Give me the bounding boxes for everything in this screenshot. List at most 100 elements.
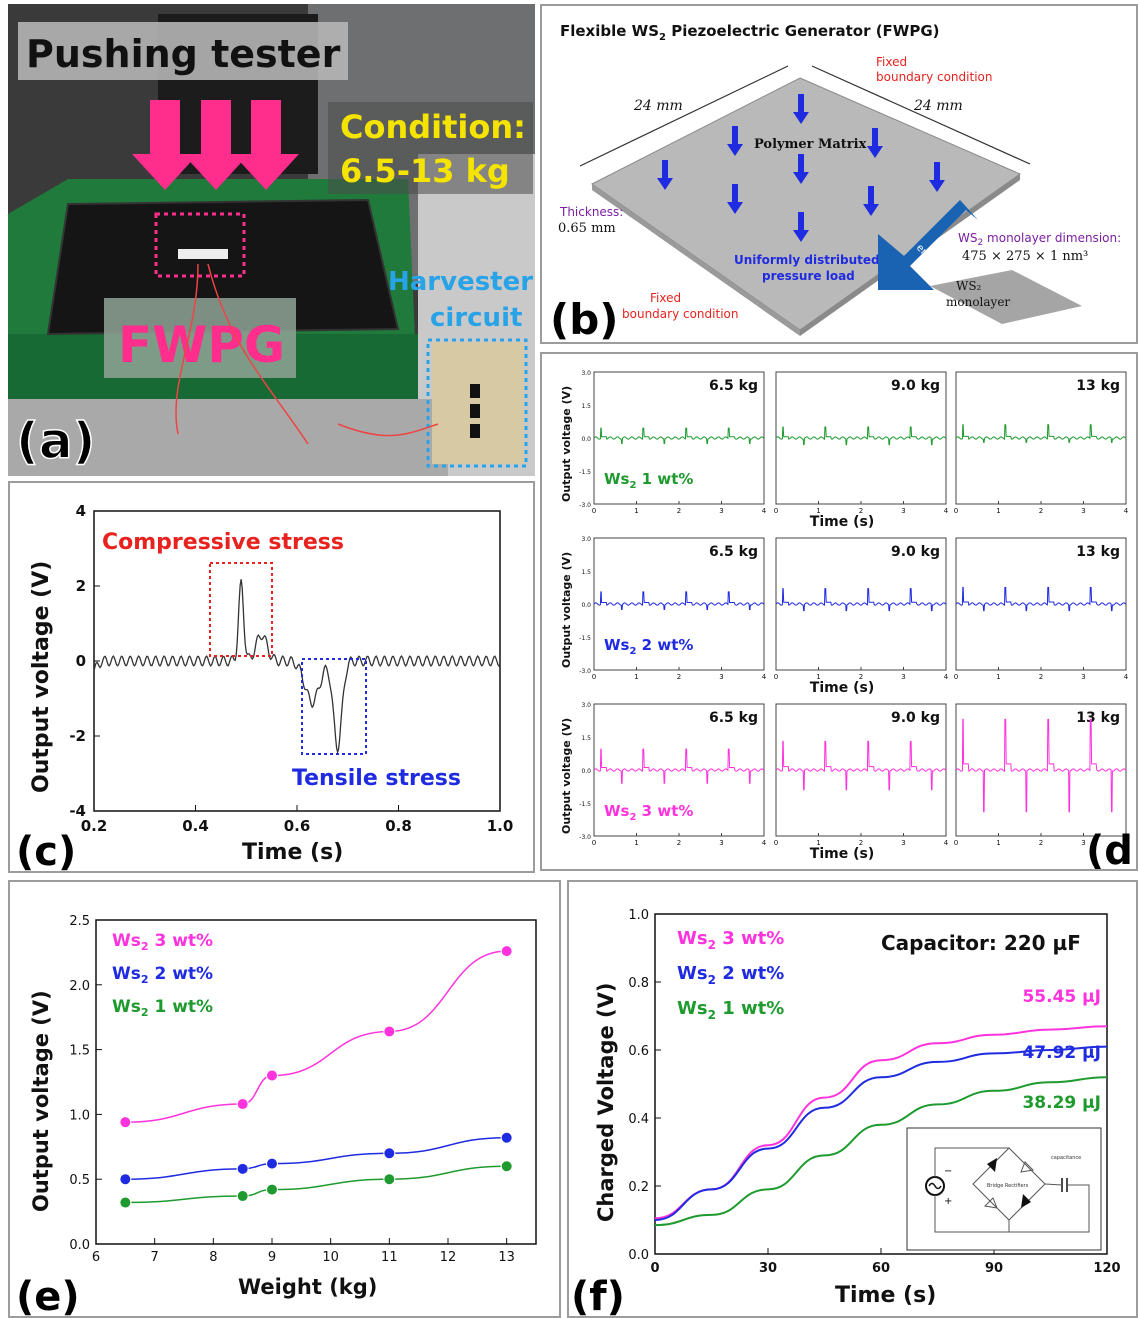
panel-f-chart: 0 30 60 90 120 0.0 0.2 0.4 0.6 0.8 1.0 55.45 µJ 47.… <box>567 880 1138 1318</box>
pressure-arrow-7 <box>727 184 743 214</box>
chart-e-fit-line <box>125 950 507 1123</box>
chart-f-energy-label: 47.92 µJ <box>1022 1043 1101 1063</box>
chart-d-xlabel: Time (s) <box>810 680 874 696</box>
harvester-label-2: circuit <box>430 303 522 333</box>
chart-d-xtick-label: 3 <box>719 673 723 681</box>
chart-e-xtick-label: 6 <box>92 1250 100 1265</box>
chart-e-data-point <box>383 1025 396 1038</box>
chart-d-ytick-label: 1.5 <box>581 403 591 410</box>
chart-d-signal-line <box>775 426 947 446</box>
pressure-arrow-5 <box>793 154 809 184</box>
fixed-top-2: boundary condition <box>876 70 992 84</box>
chart-d-row-label: Ws2 2 wt% <box>604 636 693 657</box>
chart-d-weight-label: 9.0 kg <box>891 378 940 394</box>
chart-c-voltage-line <box>93 579 501 755</box>
chart-d-xtick-label: 4 <box>1124 839 1129 847</box>
fixed-top-1: Fixed <box>876 55 907 69</box>
panel-label-d: (d) <box>1086 828 1136 869</box>
chart-d-weight-label: 13 kg <box>1076 710 1120 726</box>
monolayer-dim-label: WS2 monolayer dimension: <box>958 231 1121 248</box>
chart-c-ytick-label: -4 <box>69 802 86 820</box>
chart-d-xtick-label: 4 <box>762 673 767 681</box>
chart-c-axes: 0.2 0.4 0.6 0.8 1.0 -4 -2 0 2 4 <box>69 502 513 835</box>
chart-e-data-point <box>236 1190 249 1203</box>
chart-f-axes: 0 30 60 90 120 0.0 0.2 0.4 0.6 0.8 1.0 <box>628 908 1120 1276</box>
capacitor-3 <box>470 424 480 438</box>
inset-minus: − <box>944 1166 952 1177</box>
base-plate <box>8 399 448 476</box>
chart-d-xtick-label: 4 <box>1124 507 1129 515</box>
chart-f-ytick-label: 0.8 <box>628 976 649 991</box>
chart-f-xtick-label: 90 <box>985 1261 1003 1276</box>
chart-d-xtick-label: 1 <box>816 673 820 681</box>
monolayer-dim-value: 475 × 275 × 1 nm³ <box>962 249 1088 264</box>
monolayer-piece <box>930 270 1082 324</box>
chart-c-xtick-label: 0.6 <box>284 817 311 835</box>
chart-e-xlabel: Weight (kg) <box>238 1275 377 1299</box>
chart-e-legend-item-sub: 2 <box>141 940 149 953</box>
chart-d-xtick-label: 0 <box>774 839 778 847</box>
compressive-box <box>209 562 273 657</box>
chart-d-xtick-label: 0 <box>774 673 778 681</box>
chart-e-data-point <box>119 1196 132 1209</box>
thickness-label: Thickness: <box>559 205 623 219</box>
circuit-board <box>432 342 524 464</box>
chart-d-xtick-label: 2 <box>677 839 681 847</box>
chart-c-xtick-label: 0.8 <box>385 817 412 835</box>
chart-f-series-line <box>654 1045 1108 1221</box>
capacitor-2 <box>470 404 480 418</box>
fwpg-label: FWPG <box>118 316 285 374</box>
chart-d-ytick-label: 1.5 <box>581 735 591 742</box>
panel-b-svg: Flexible WS2 Piezoelectric Generator (FW… <box>550 22 1121 342</box>
chart-f-legend-item: Ws2 2 wt% <box>677 963 784 987</box>
fixed-bottom-2: boundary condition <box>622 307 738 321</box>
fwpg-label-box <box>104 298 296 378</box>
thickness-value: 0.65 mm <box>558 221 616 236</box>
chart-d-ylabel: Output voltage (V) <box>560 718 573 834</box>
inset-rectifier-label: Bridge Rectifiers <box>987 1183 1029 1189</box>
chart-d-xtick-label: 2 <box>677 507 681 515</box>
chart-d-xlabel: Time (s) <box>810 514 874 530</box>
chart-d-ylabel: Output voltage (V) <box>560 386 573 502</box>
chart-d-signal-line <box>955 718 1127 813</box>
diode-2-icon <box>1021 1194 1031 1208</box>
chart-d-weight-label: 13 kg <box>1076 544 1120 560</box>
pressure-arrow-1 <box>793 94 809 124</box>
chart-d-row-label-post: 1 wt% <box>636 470 693 488</box>
chart-e-legend-item-pre: Ws <box>112 931 141 951</box>
chart-c-ylabel: Output voltage (V) <box>29 561 54 793</box>
chart-d-signal-line <box>775 740 947 791</box>
pressure-arrow-6 <box>929 162 945 192</box>
chart-d-signal-line <box>593 427 765 444</box>
chart-f-ytick-label: 0.6 <box>628 1044 649 1059</box>
panel-e-chart: 6 7 8 9 10 11 12 13 0.0 0.5 1.0 1.5 2.0 2.5 Ws2 3 wt%… <box>8 880 561 1318</box>
chart-d-ytick-label: 0.0 <box>581 436 591 443</box>
chart-f-series-line <box>654 1076 1108 1227</box>
panel-a-svg: Pushing tester Condition: 6.5-13 kg FWPG… <box>8 4 535 476</box>
chart-d-ytick-label: 3.0 <box>581 702 591 709</box>
chart-d-ytick-label: -3.0 <box>579 834 591 841</box>
compressive-stress-label: Compressive stress <box>102 530 344 555</box>
chart-f-legend-item-pre: Ws <box>677 998 708 1019</box>
chart-e-ytick-label: 1.5 <box>69 1044 90 1059</box>
chart-d-xtick-label: 0 <box>954 839 958 847</box>
chart-e-ytick-label: 2.0 <box>69 979 90 994</box>
chart-d-ytick-label: -1.5 <box>579 801 591 808</box>
chart-d-signal-line <box>955 424 1127 443</box>
chart-e-ytick-label: 1.0 <box>69 1108 90 1123</box>
chart-e-legend-item: Ws2 3 wt% <box>112 931 213 953</box>
harvester-label-1: Harvester <box>388 267 533 297</box>
chart-d-ytick-label: -1.5 <box>579 635 591 642</box>
chart-c-svg: 0.2 0.4 0.6 0.8 1.0 -4 -2 0 2 4 Compressive stres… <box>16 502 513 871</box>
chart-e-legend-item: Ws2 1 wt% <box>112 997 213 1019</box>
chart-d-xtick-label: 4 <box>1124 673 1129 681</box>
chart-c-ytick-label: 4 <box>76 502 86 520</box>
embedded-arrow <box>878 200 978 290</box>
chart-d-xtick-label: 1 <box>816 507 820 515</box>
chart-f-ytick-label: 0.0 <box>628 1248 649 1263</box>
fwpg-title-post: Piezoelectric Generator (FWPG) <box>666 22 940 40</box>
chart-d-row-label-post: 3 wt% <box>636 802 693 820</box>
chart-e-data-point <box>266 1183 278 1196</box>
chart-d-ytick-label: 1.5 <box>581 569 591 576</box>
chart-d-ylabel: Output voltage (V) <box>560 552 573 668</box>
